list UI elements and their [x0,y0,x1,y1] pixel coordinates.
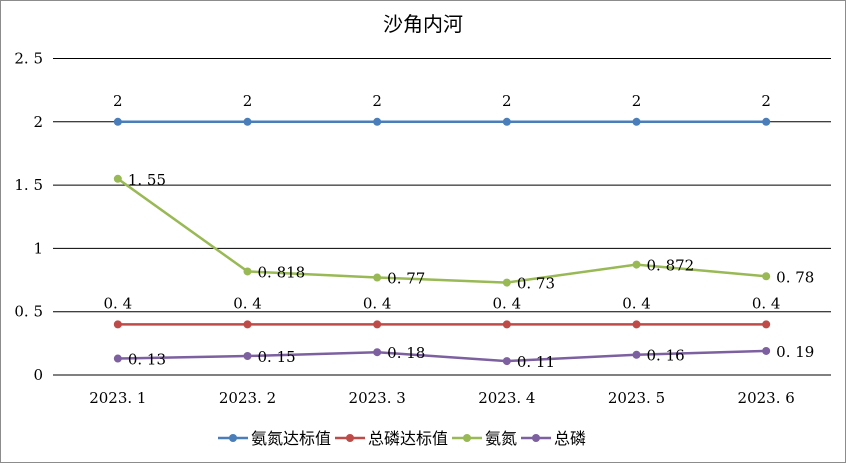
data-point [243,352,252,361]
data-point [632,117,641,126]
x-axis-ticks: 2023. 1 2023. 2 2023. 3 2023. 4 2023. 5 2023.… [89,389,795,407]
data-point [632,350,641,359]
data-label: 0. 16 [647,347,685,365]
data-label: 0. 15 [258,348,296,366]
data-label: 0. 77 [387,270,425,288]
data-point [243,320,252,329]
data-point [762,320,771,329]
data-point [243,267,252,276]
legend-item-label: 总磷达标值 [368,429,448,448]
x-tick-label: 2023. 4 [478,389,535,407]
data-label: 0. 4 [363,294,392,312]
data-label: 0. 11 [517,353,555,371]
y-axis-ticks: 0 0. 5 1 1. 5 2 2. 5 [14,50,43,385]
data-label: 0. 818 [258,263,306,281]
x-tick-label: 2023. 2 [219,389,276,407]
data-labels: 2 2 2 2 2 2 0. 4 0. 4 0. 4 0. 4 0. 4 0. 4 1. 55 0. 81… [104,92,815,371]
data-point [373,320,382,329]
data-label: 0. 4 [752,294,781,312]
data-point [762,272,771,281]
data-point [113,354,122,363]
data-point [762,346,771,355]
y-tick-label: 1. 5 [14,176,43,194]
legend-swatch-marker [532,434,540,442]
legend: 氨氮达标值 总磷达标值 氨氮 总磷 [218,429,586,448]
legend-item-label: 氨氮 [485,429,517,448]
data-point [243,117,252,126]
y-tick-label: 0 [33,366,43,384]
legend-swatch-marker [463,434,471,442]
data-point [373,348,382,357]
x-tick-label: 2023. 1 [89,389,146,407]
y-tick-label: 1 [33,239,43,257]
data-point [113,117,122,126]
data-point [762,117,771,126]
data-label: 0. 4 [493,294,522,312]
y-tick-label: 0. 5 [14,303,43,321]
x-tick-label: 2023. 5 [608,389,665,407]
data-label: 2 [761,92,771,110]
data-label: 0. 78 [776,268,814,286]
legend-swatch-marker [229,434,237,442]
data-point [113,320,122,329]
data-point [113,174,122,183]
data-point [373,117,382,126]
legend-item-label: 总磷 [554,429,586,448]
data-label: 2 [632,92,642,110]
chart-title: 沙角内河 [383,12,463,36]
y-tick-label: 2 [33,113,43,131]
data-point [502,117,511,126]
data-label: 0. 4 [233,294,262,312]
data-label: 0. 19 [776,343,814,361]
series-lines [113,117,771,366]
data-point [502,278,511,287]
data-label: 0. 18 [387,344,425,362]
series-line [117,177,767,284]
data-label: 2 [502,92,512,110]
legend-swatch-marker [346,434,354,442]
data-point [502,357,511,366]
y-tick-label: 2. 5 [14,50,43,68]
data-label: 2 [372,92,382,110]
data-label: 0. 4 [622,294,651,312]
data-label: 0. 73 [517,275,555,293]
data-point [373,273,382,282]
data-point [502,320,511,329]
data-label: 2 [243,92,253,110]
legend-item-label: 氨氮达标值 [251,429,331,448]
data-label: 2 [113,92,123,110]
x-tick-label: 2023. 3 [349,389,406,407]
x-tick-label: 2023. 6 [738,389,795,407]
series-line [117,349,767,363]
data-label: 0. 4 [104,294,133,312]
data-label: 1. 55 [128,171,166,189]
data-label: 0. 872 [647,257,695,275]
data-label: 0. 13 [128,351,166,369]
data-point [632,320,641,329]
data-point [632,260,641,269]
